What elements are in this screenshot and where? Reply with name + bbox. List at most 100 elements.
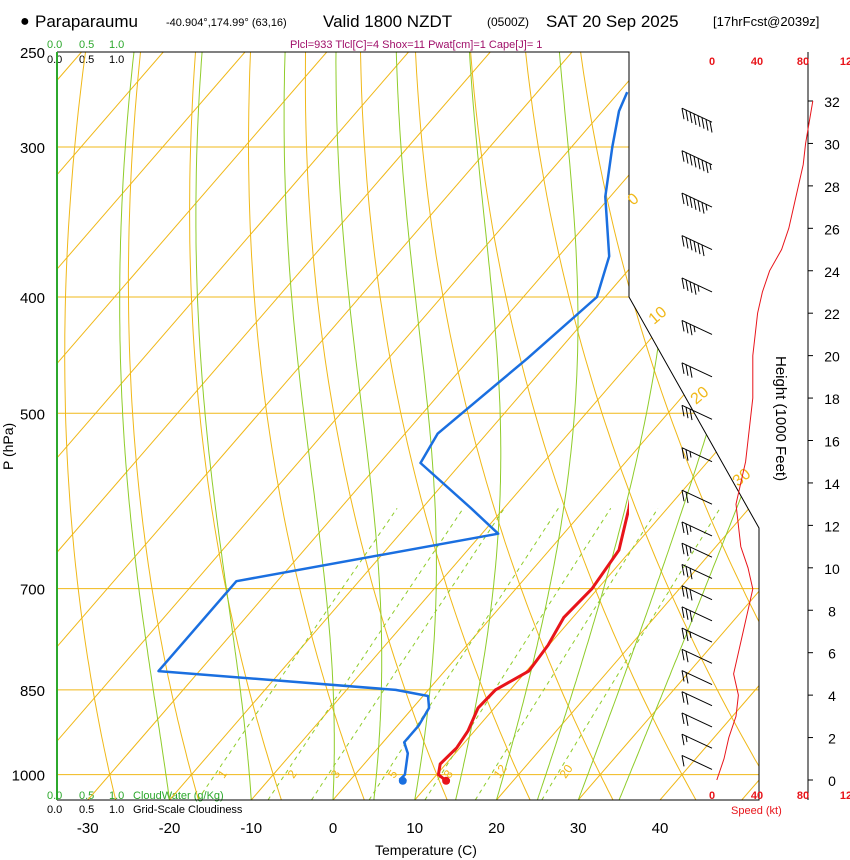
pressure-tick-label: 300 (20, 140, 45, 157)
moist-adiabat-35 (618, 52, 759, 800)
height-tick-label: 10 (824, 561, 840, 577)
wind-barb-half (705, 204, 708, 211)
wind-barb-flag (681, 670, 685, 682)
height-tick-label: 16 (824, 434, 840, 450)
wind-barb-flag (705, 119, 709, 131)
forecast-label: [17hrFcst@2039z] (713, 14, 819, 29)
utc-time: (0500Z) (487, 15, 529, 29)
wind-barb-flag (681, 447, 685, 459)
wind-barb (681, 107, 713, 133)
wind-barb (681, 362, 713, 378)
mark-layer: 1 2 3 5 8 12 2001020302503004005007008501000-3… (12, 45, 755, 837)
wind-barb-flag (681, 521, 685, 534)
cloudiness-tick-0: 0.0 (47, 804, 62, 816)
wind-barb-staff (681, 627, 713, 643)
isotherm-20 (496, 52, 759, 800)
wind-barb-flag (685, 322, 689, 334)
wind-barb-flag (685, 608, 689, 620)
wind-barb-flag (681, 490, 685, 502)
wind-barb-staff (681, 489, 713, 505)
dry-adiabat-30 (415, 52, 614, 800)
speed-axis-title: Speed (kt) (731, 805, 782, 817)
wind-barb (681, 670, 713, 685)
wind-barb-flag (681, 108, 685, 120)
wind-barb-flag (681, 712, 685, 725)
wind-barb-flag (681, 193, 685, 205)
isotherm-40 (659, 52, 759, 800)
wind-barb-flag (685, 152, 689, 164)
wind-barb-flag (685, 714, 689, 726)
isotherm--70 (57, 52, 409, 800)
wind-barb-flag (689, 568, 693, 580)
cloud-top-tick-0: 0.0 (47, 39, 62, 51)
height-tick-label: 32 (824, 94, 840, 110)
dewpoint-profile (157, 91, 629, 781)
wind-barb-flag (697, 158, 701, 170)
wind-barb-flag (685, 194, 689, 207)
height-tick-label: 20 (824, 349, 840, 365)
wind-barb-flag (685, 566, 689, 578)
wind-barb (681, 235, 713, 257)
wind-barb-half (689, 631, 692, 638)
speed-tick-bottom: 0 (709, 790, 715, 802)
x-axis-title: Temperature (C) (375, 842, 477, 858)
height-tick-label: 24 (824, 264, 840, 280)
cloudiness-tick-2: 1.0 (109, 804, 124, 816)
wind-barb-flag (685, 110, 689, 122)
wind-barb-staff (681, 733, 713, 749)
height-tick-label: 26 (824, 221, 840, 237)
height-tick-label: 22 (824, 306, 840, 322)
wind-barb-flag (681, 543, 685, 555)
isotherm--20 (169, 52, 759, 800)
dry-adiabat-70 (635, 52, 759, 800)
wind-barb-staff (681, 277, 713, 293)
wind-barb (681, 319, 713, 336)
wind-barb-half (685, 735, 688, 743)
wind-barb-flag (681, 405, 685, 417)
wind-barb-staff (681, 521, 713, 537)
wind-barb-flag (681, 150, 685, 162)
wind-barb (681, 606, 713, 622)
wind-barb-flag (693, 156, 697, 168)
isotherm-30 (577, 52, 759, 800)
cloud-bottom-labels: 0.0 0.5 1.0 CloudWater (g/Kg) 0.0 0.5 1.… (47, 790, 243, 816)
surface-temperature-marker (442, 776, 451, 785)
wind-barb (681, 754, 713, 770)
moist-adiabat-25 (536, 52, 673, 800)
dry-adiabat--20 (127, 52, 199, 800)
wind-barb-flag (685, 449, 689, 461)
wind-barb-staff (681, 585, 713, 601)
cloudwater-tick-2: 1.0 (109, 790, 124, 802)
wind-barb-flag (681, 606, 685, 618)
wind-barb-half (689, 451, 692, 458)
height-tick-label: 2 (828, 731, 836, 747)
temperature-tick-label: 20 (488, 820, 505, 837)
cloud-top-tick-1: 0.5 (79, 39, 94, 51)
grid-group (57, 52, 759, 800)
right-isotherm-label: 10 (646, 304, 671, 329)
wind-barb-staff (681, 754, 713, 770)
moist-adiabat--10 (195, 52, 252, 800)
moist-adiabat-20 (496, 52, 579, 800)
wind-barb-flag (693, 241, 697, 253)
wind-barb-flag (693, 113, 697, 126)
mixing-ratio-label: 2 (285, 767, 300, 781)
wind-barb-half (689, 546, 692, 554)
isotherm--90 (57, 52, 246, 800)
pressure-tick-label: 700 (20, 582, 45, 599)
wind-barb-flag (685, 693, 689, 705)
wind-barb-staff (681, 447, 713, 463)
cloud-top2-tick-0: 0.0 (47, 54, 62, 66)
wind-barb-flag (681, 755, 685, 767)
wind-barb-flag (681, 691, 685, 703)
wind-barb-flag (697, 115, 701, 127)
wind-barb (681, 447, 713, 463)
wind-barb-staff (681, 542, 713, 558)
plot-frame (57, 51, 760, 801)
wind-barb-flag (689, 239, 693, 251)
wind-barb-flag (689, 154, 693, 166)
wind-barb-flag (701, 117, 705, 129)
mixing-ratio-3 (311, 508, 505, 800)
height-tick-label: 30 (824, 136, 840, 152)
station-coords: -40.904°,174.99° (63,16) (166, 17, 287, 29)
